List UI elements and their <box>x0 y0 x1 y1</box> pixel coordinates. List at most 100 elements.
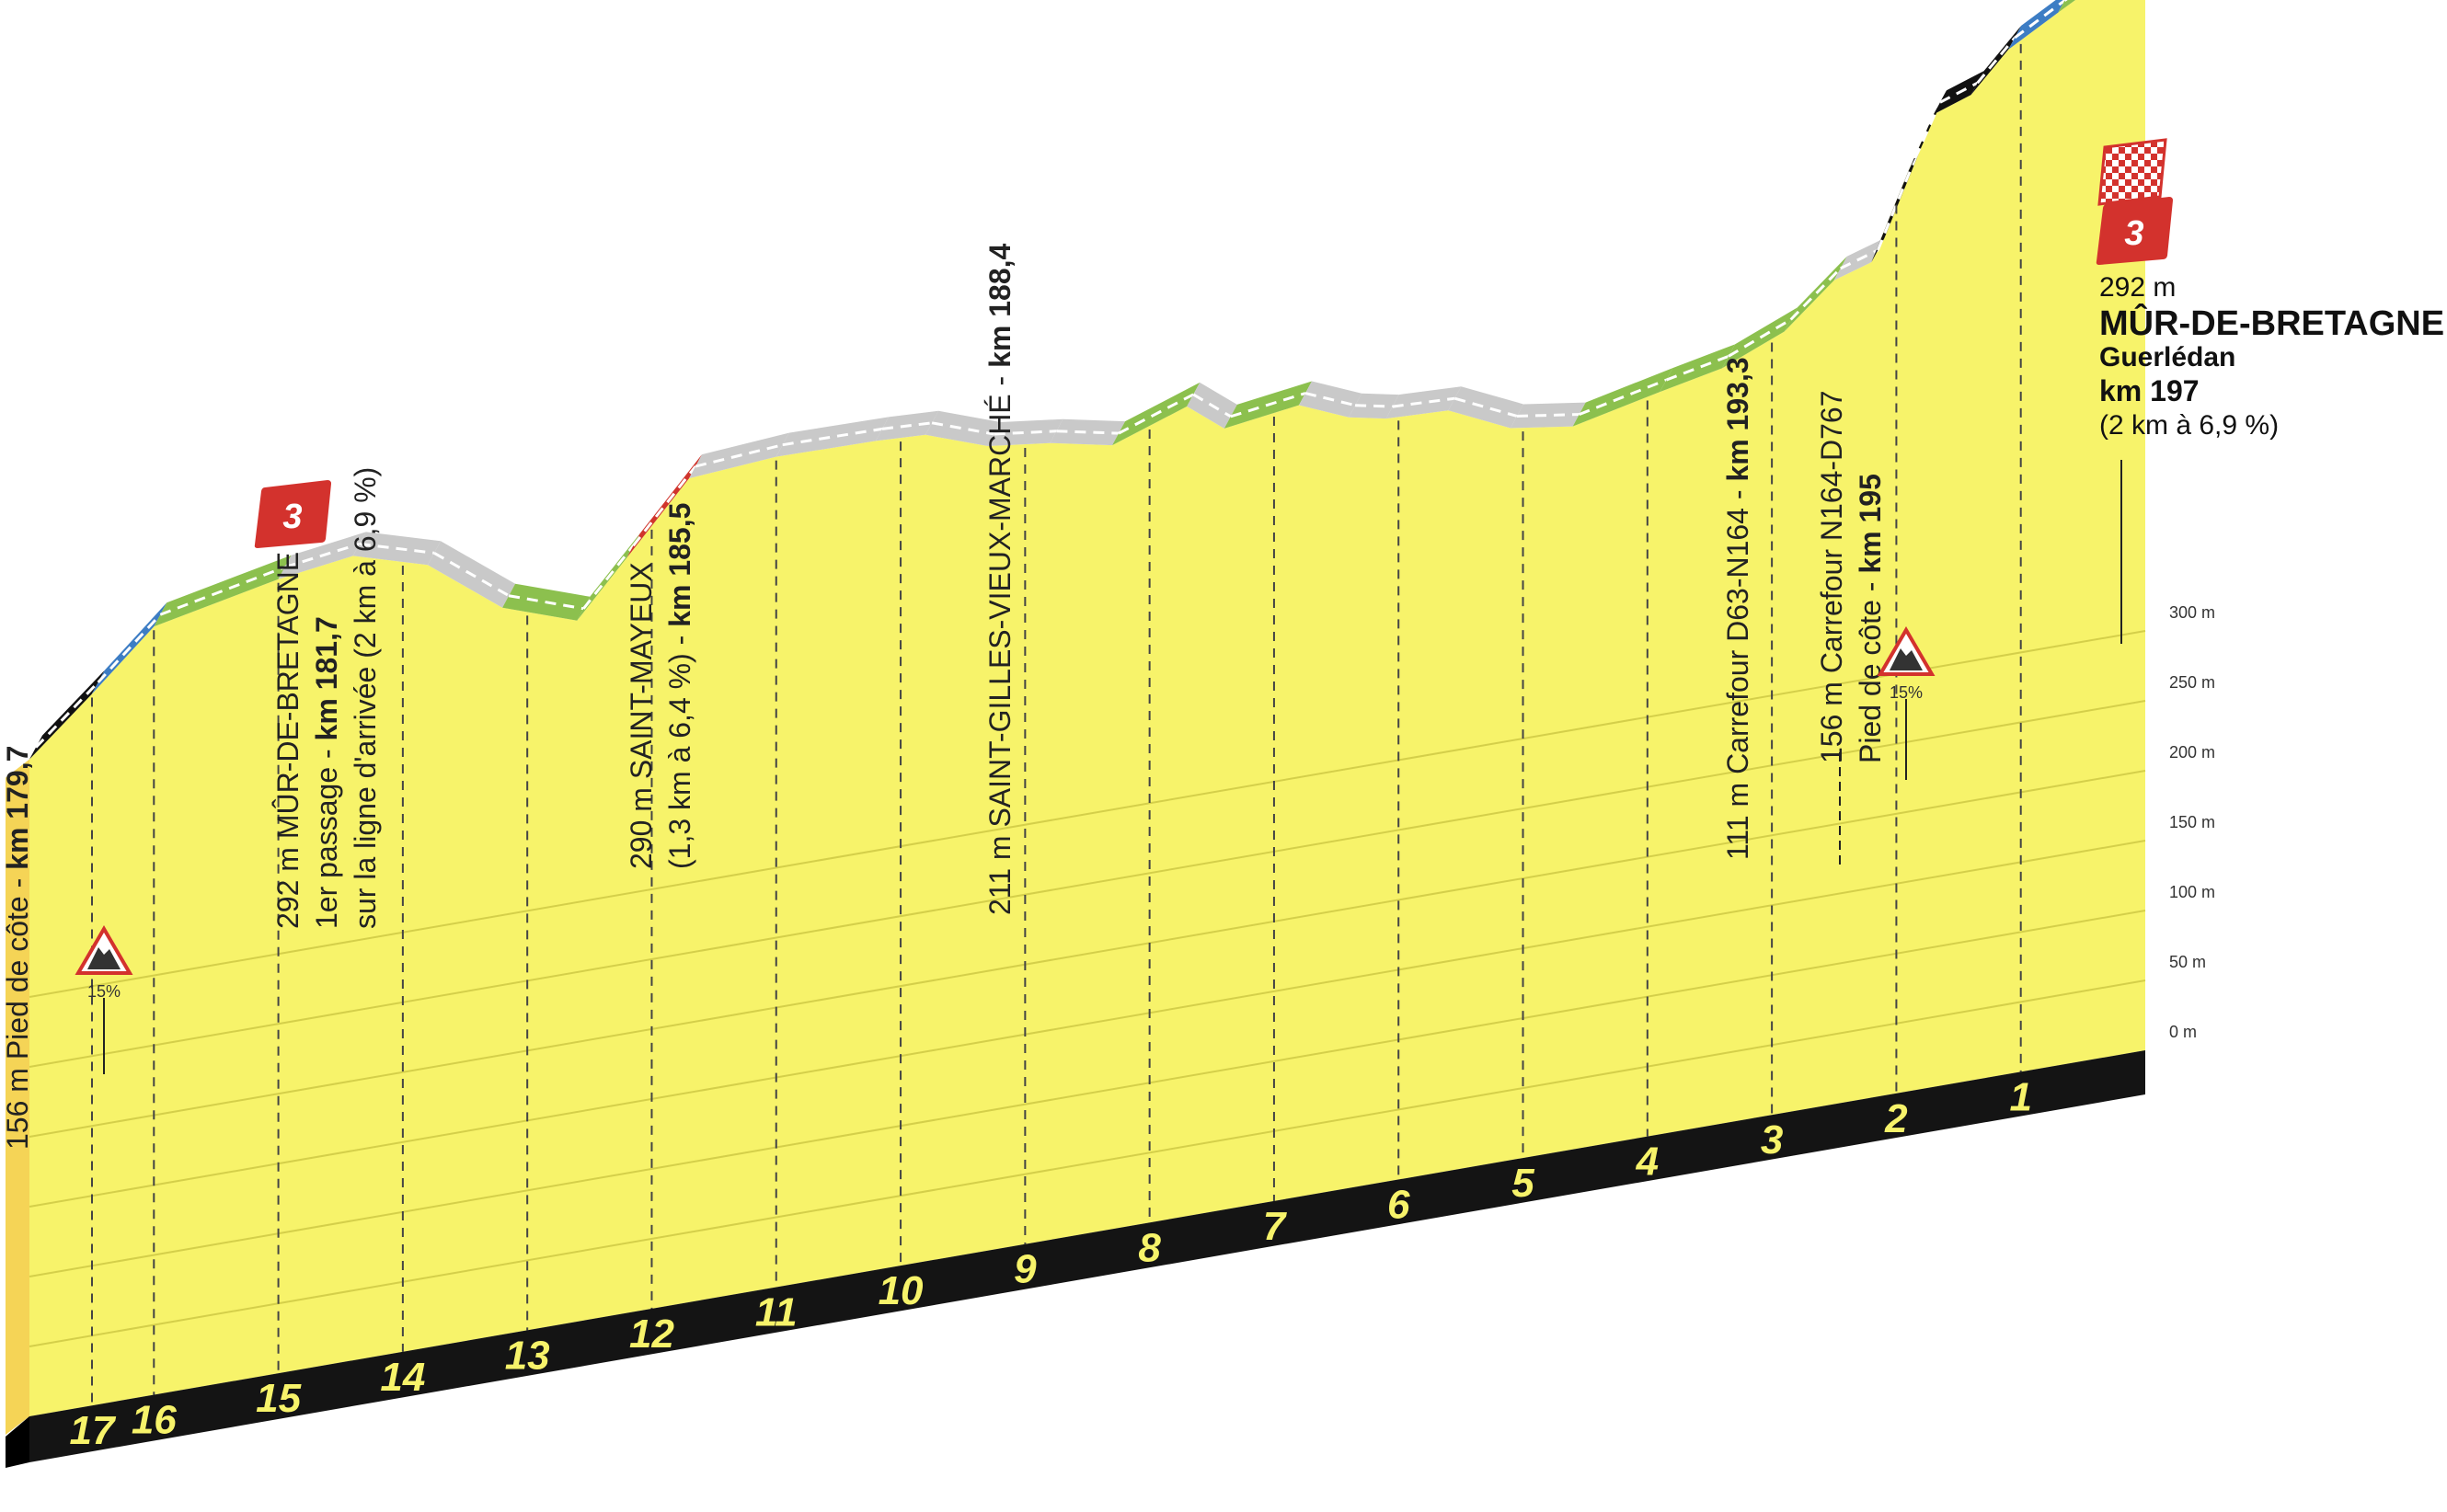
gradient-label: 15% <box>87 982 121 1001</box>
gradient-label: 15% <box>1890 683 1923 702</box>
annotation: 111 m Carrefour D63-N164 - km 193,3 <box>1721 357 1754 860</box>
road-centre-line <box>994 430 1057 436</box>
annotation-km: km 185,5 <box>663 503 696 627</box>
road-centre-line <box>34 681 99 749</box>
road-segment <box>987 418 1063 447</box>
annotation-line: sur la ligne d'arrivée (2 km à 6,9 %) <box>349 467 382 929</box>
profile-base-side <box>6 1416 29 1468</box>
annotation-km: km 193,3 <box>1721 357 1754 481</box>
gradient-warning-icon: 15% <box>1877 626 1936 702</box>
grid-line <box>29 910 2146 1277</box>
road-centre-line <box>1392 396 1455 408</box>
x-tick-label: 10 <box>879 1268 924 1313</box>
road-centre-line <box>1665 354 1729 382</box>
road-segment <box>1511 402 1586 429</box>
road-centre-line <box>1118 393 1194 435</box>
road-centre-line <box>359 542 435 555</box>
road-segment <box>154 555 292 627</box>
road-centre-line <box>1304 392 1356 407</box>
badge-shape <box>254 480 331 548</box>
annotation-line: 156 m Carrefour N164-D767 <box>1815 390 1848 763</box>
road-centre-line <box>508 594 584 611</box>
road-segment <box>1660 344 1735 393</box>
annotation-text: (1,3 km à 6,4 %) - <box>663 627 696 869</box>
y-tick-label: 0 m <box>2169 1023 2197 1041</box>
road-centre-line <box>433 551 510 598</box>
badge-label: 3 <box>282 498 302 536</box>
finish-altitude: 292 m <box>2099 272 2176 303</box>
grid-line <box>29 840 2146 1208</box>
x-tick-label: 12 <box>629 1312 674 1357</box>
grid-line <box>29 700 2146 1068</box>
road-centre-line <box>1453 396 1518 418</box>
grid-line <box>29 630 2146 998</box>
gradient-warning-icon: 15% <box>75 925 133 1001</box>
annotation-text: 1er passage - <box>310 740 343 929</box>
annotation: 290 m SAINT-MAYEUX (1,3 km à 6,4 %) - km … <box>625 503 696 869</box>
road-segment <box>1448 386 1523 429</box>
road-centre-line <box>931 421 995 436</box>
annotation-km: km 188,4 <box>983 243 1017 367</box>
x-tick-label: 13 <box>505 1333 550 1378</box>
road-centre-line <box>284 542 361 569</box>
road-centre-line <box>1355 404 1393 408</box>
annotation-text: sur la ligne d'arrivée (2 km à 6,9 %) <box>349 467 382 929</box>
road-centre-line <box>1976 36 2016 85</box>
road-centre-line <box>1579 378 1667 416</box>
finish-km: km 197 <box>2099 374 2200 407</box>
annotation-text: 290 m SAINT-MAYEUX <box>625 562 658 869</box>
road-centre-line <box>2014 0 2066 40</box>
road-centre-line <box>1840 248 1879 270</box>
annotation-line: Pied de côte - km 195 <box>1854 474 1887 763</box>
x-tick-label: 14 <box>380 1355 425 1400</box>
annotation: 211 m SAINT-GILLES-VIEUX-MARCHÉ - km 188… <box>983 243 1017 915</box>
road-centre-line <box>1913 101 1942 159</box>
road-segment <box>775 417 889 457</box>
road-centre-line <box>632 465 697 547</box>
x-tick-label: 9 <box>1014 1247 1037 1292</box>
x-tick-label: 16 <box>132 1398 177 1443</box>
road-segment <box>2058 0 2076 13</box>
finish-name: MÛR-DE-BRETAGNE <box>2099 302 2444 343</box>
road-segment <box>1784 256 1847 332</box>
annotation: 156 m Carrefour N164-D767 Pied de côte - … <box>1815 390 1887 763</box>
road-centre-line <box>881 421 933 430</box>
annotation-km: km 181,7 <box>310 616 343 740</box>
road-centre-line <box>782 427 883 447</box>
profile-side-face <box>6 759 29 1435</box>
grid-line <box>29 979 2146 1347</box>
annotation-text: 292 m MÛR-DE-BRETAGNE <box>271 552 304 929</box>
y-tick-label: 300 m <box>2169 603 2215 622</box>
road-segment <box>1050 418 1126 446</box>
badge-label: 3 <box>2124 214 2143 253</box>
road-centre-line <box>1516 413 1580 418</box>
road-centre-line <box>159 566 286 616</box>
annotation-line: 292 m MÛR-DE-BRETAGNE <box>271 552 304 929</box>
annotation-line: 111 m Carrefour D63-N164 - km 193,3 <box>1721 357 1754 860</box>
road-centre-line <box>1939 81 1979 104</box>
annotation-km: km 179,7 <box>1 746 34 870</box>
annotation: 292 m MÛR-DE-BRETAGNE 1er passage - km 18… <box>271 467 382 929</box>
x-tick-label: 4 <box>1636 1140 1659 1185</box>
finish-flag <box>2097 138 2167 206</box>
y-tick-label: 250 m <box>2169 673 2215 692</box>
climb-category-badge: 3 <box>2096 197 2173 265</box>
road-centre-line <box>582 544 635 610</box>
x-tick-label: 3 <box>1761 1117 1783 1163</box>
x-tick-label: 8 <box>1138 1225 1161 1270</box>
x-tick-label: 6 <box>1387 1182 1410 1227</box>
road-centre-line <box>1876 157 1917 251</box>
finish-climb: (2 km à 6,9 %) <box>2099 410 2279 441</box>
road-segment <box>1385 386 1462 419</box>
y-tick-label: 100 m <box>2169 883 2215 901</box>
road-segment <box>1722 307 1798 369</box>
x-tick-label: 1 <box>2009 1074 2031 1119</box>
annotation-text: Pied de côte - <box>1854 574 1887 763</box>
badge-shape <box>2096 197 2173 265</box>
road-centre-line <box>695 443 784 468</box>
slope-glyph <box>1890 648 1923 670</box>
profile-base <box>29 1050 2145 1462</box>
annotation-text: 156 m Carrefour N164-D767 <box>1815 390 1848 763</box>
x-tick-label: 5 <box>1511 1161 1534 1206</box>
